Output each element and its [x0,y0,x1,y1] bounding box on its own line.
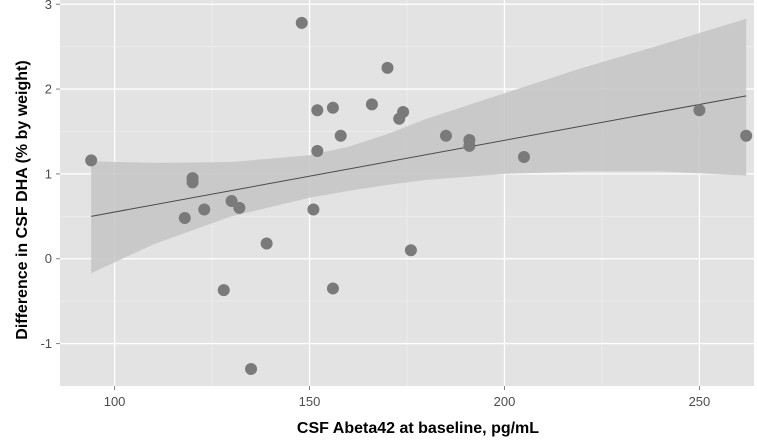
data-point [295,16,308,29]
data-points [85,16,753,376]
data-point [397,105,410,118]
trend-line [91,95,747,217]
x-tick-label: 250 [689,394,711,409]
data-point [365,98,378,111]
data-point [334,129,347,142]
x-tick-label: 200 [494,394,516,409]
data-point [404,244,417,257]
x-axis-title: CSF Abeta42 at baseline, pg/mL [297,420,539,437]
x-tick-label: 150 [299,394,321,409]
y-axis-title: Difference in CSF DHA (% by weight) [14,60,31,339]
data-point [245,363,258,376]
y-tick-label: 1 [45,166,52,181]
data-point [439,129,452,142]
data-point [463,139,476,152]
data-point [225,195,238,208]
data-point [307,203,320,216]
y-tick-label: 3 [45,0,52,12]
data-point [217,284,230,297]
data-point [233,201,246,214]
data-point [517,150,530,163]
y-tick-label: 2 [45,82,52,97]
data-point [311,145,324,158]
data-point [311,104,324,117]
y-axis-ticks: -1 0 1 2 3 [40,0,60,351]
y-tick-label: -1 [40,336,52,351]
x-tick-label: 100 [104,394,126,409]
y-tick-label: 0 [45,251,52,266]
data-point [260,237,273,250]
x-axis-ticks: 100 150 200 250 [104,386,711,409]
data-point [326,282,339,295]
data-point [326,101,339,114]
data-point [381,61,394,74]
data-point [693,104,706,117]
data-point [178,212,191,225]
data-point [740,129,753,142]
data-point [186,176,199,189]
data-point [198,203,211,216]
confidence-band [91,18,747,274]
data-point [85,154,98,167]
